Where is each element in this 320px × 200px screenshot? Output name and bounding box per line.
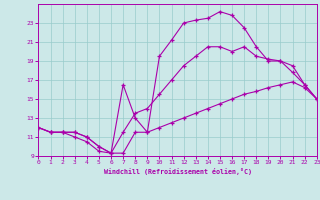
X-axis label: Windchill (Refroidissement éolien,°C): Windchill (Refroidissement éolien,°C): [104, 168, 252, 175]
